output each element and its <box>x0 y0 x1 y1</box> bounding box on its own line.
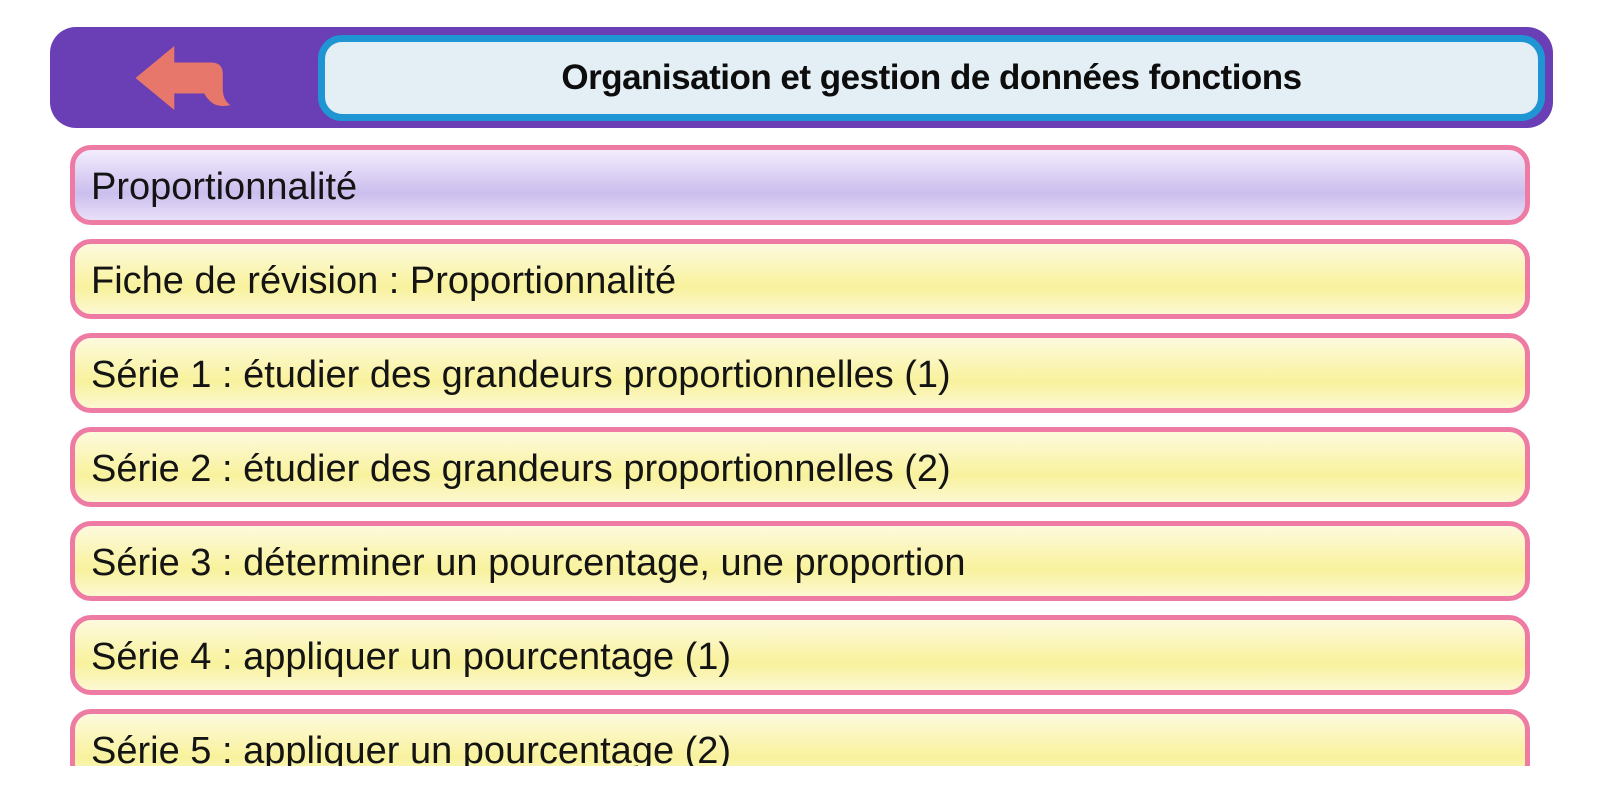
list-item-label: Série 5 : appliquer un pourcentage (2) <box>91 729 732 767</box>
list-item-label: Série 2 : étudier des grandeurs proporti… <box>91 447 951 490</box>
list-item-label: Série 4 : appliquer un pourcentage (1) <box>91 635 732 678</box>
list-item-serie-1[interactable]: Série 1 : étudier des grandeurs proporti… <box>70 333 1530 413</box>
back-arrow-icon <box>135 45 231 110</box>
list-item-serie-5[interactable]: Série 5 : appliquer un pourcentage (2) <box>70 709 1530 766</box>
page-title: Organisation et gestion de données fonct… <box>561 57 1302 97</box>
list-item-label: Proportionnalité <box>91 165 358 208</box>
list-item-label: Fiche de révision : Proportionnalité <box>91 259 677 302</box>
header-bar: Organisation et gestion de données fonct… <box>50 27 1553 128</box>
list-item-label: Série 1 : étudier des grandeurs proporti… <box>91 353 951 396</box>
list-item-fiche-revision[interactable]: Fiche de révision : Proportionnalité <box>70 239 1530 319</box>
topic-list: Proportionnalité Fiche de révision : Pro… <box>70 145 1530 766</box>
list-item-serie-4[interactable]: Série 4 : appliquer un pourcentage (1) <box>70 615 1530 695</box>
list-item-label: Série 3 : déterminer un pourcentage, une… <box>91 541 966 584</box>
app-viewport: Organisation et gestion de données fonct… <box>50 27 1553 766</box>
list-item-proportionnalite[interactable]: Proportionnalité <box>70 145 1530 225</box>
list-item-serie-2[interactable]: Série 2 : étudier des grandeurs proporti… <box>70 427 1530 507</box>
page-title-box: Organisation et gestion de données fonct… <box>318 34 1545 121</box>
back-button[interactable] <box>50 45 318 110</box>
list-item-serie-3[interactable]: Série 3 : déterminer un pourcentage, une… <box>70 521 1530 601</box>
